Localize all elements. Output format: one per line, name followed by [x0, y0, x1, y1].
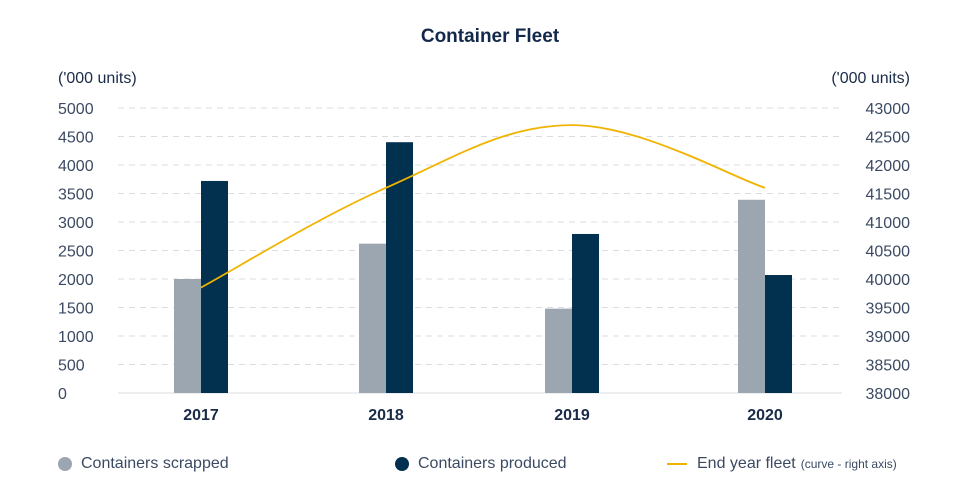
x-tick-label-2018: 2018 — [368, 407, 404, 424]
bar-produced-2017 — [201, 180, 228, 393]
bar-produced-2019 — [572, 233, 599, 393]
x-tick-label-2020: 2020 — [747, 407, 783, 424]
right-tick-label: 41500 — [866, 187, 911, 204]
left-tick-label: 1000 — [58, 329, 94, 346]
bars — [174, 142, 792, 393]
left-tick-label: 5000 — [58, 101, 94, 118]
chart-title: Container Fleet — [421, 26, 560, 47]
right-tick-label: 39500 — [866, 301, 911, 318]
right-tick-label: 39000 — [866, 329, 911, 346]
legend-swatch-scrapped — [58, 457, 72, 471]
bar-scrapped-2020 — [738, 199, 765, 393]
left-tick-label: 500 — [58, 358, 85, 375]
x-axis-ticks: 2017 2018 2019 2020 — [183, 407, 783, 424]
x-tick-label-2019: 2019 — [554, 407, 590, 424]
left-tick-label: 3500 — [58, 187, 94, 204]
legend-item-scrapped: Containers scrapped — [58, 455, 229, 473]
right-tick-label: 40000 — [866, 272, 911, 289]
left-tick-label: 3000 — [58, 215, 94, 232]
left-tick-label: 1500 — [58, 301, 94, 318]
left-tick-label: 0 — [58, 386, 67, 403]
legend-swatch-produced — [395, 457, 409, 471]
right-tick-label: 43000 — [866, 101, 911, 118]
left-tick-label: 2000 — [58, 272, 94, 289]
left-tick-label: 4000 — [58, 158, 94, 175]
legend-label-scrapped: Containers scrapped — [81, 455, 229, 472]
bar-produced-2018 — [386, 142, 413, 393]
legend-item-produced: Containers produced — [395, 455, 567, 473]
left-tick-label: 4500 — [58, 130, 94, 147]
legend-label-fleet: End year fleet — [697, 455, 796, 472]
left-axis-ticks: 0 500 1000 1500 2000 2500 3000 3500 4000 4500 5000 — [58, 101, 94, 403]
left-axis-unit: ('000 units) — [58, 70, 137, 87]
x-tick-label-2017: 2017 — [183, 407, 219, 424]
fleet-line-path — [200, 124, 766, 289]
legend: Containers scrapped Containers produced … — [0, 455, 980, 479]
right-tick-label: 38000 — [866, 386, 911, 403]
right-tick-label: 42000 — [866, 158, 911, 175]
right-axis-ticks: 38000 38500 39000 39500 40000 40500 41000 41500… — [866, 101, 911, 403]
right-tick-label: 40500 — [866, 244, 911, 261]
legend-item-fleet: End year fleet (curve - right axis) — [667, 455, 897, 473]
right-tick-label: 41000 — [866, 215, 911, 232]
right-tick-label: 38500 — [866, 358, 911, 375]
legend-label-produced: Containers produced — [418, 455, 567, 472]
right-axis-unit: ('000 units) — [831, 70, 910, 87]
bar-scrapped-2018 — [359, 243, 386, 393]
legend-swatch-fleet — [667, 463, 687, 465]
grid-lines — [118, 107, 842, 394]
bar-scrapped-2017 — [174, 279, 201, 393]
right-tick-label: 42500 — [866, 130, 911, 147]
bar-scrapped-2019 — [545, 308, 572, 393]
legend-label-fleet-note: (curve - right axis) — [800, 457, 897, 471]
fleet-line — [200, 124, 766, 289]
bar-produced-2020 — [765, 275, 792, 393]
left-tick-label: 2500 — [58, 244, 94, 261]
